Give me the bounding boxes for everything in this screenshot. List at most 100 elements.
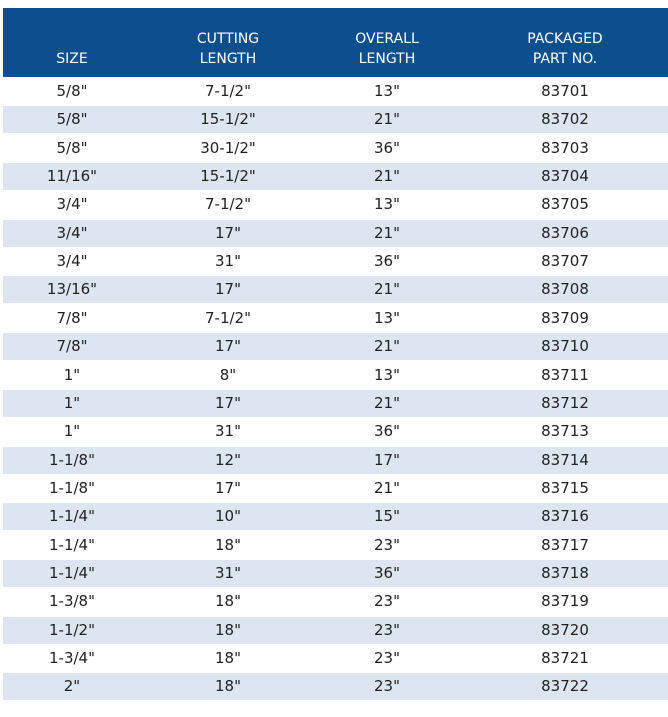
table-cell: 21": [374, 478, 400, 497]
table-cell: 83706: [541, 223, 589, 242]
table-cell: 3/4": [56, 252, 88, 271]
table-cell: 18": [215, 677, 241, 696]
table-cell: 3/4": [56, 195, 88, 214]
table-cell: 83722: [541, 677, 589, 696]
table-cell: 83719: [541, 592, 589, 611]
column-header: CUTTING LENGTH: [148, 29, 308, 69]
table-row: 5/8" 30-1/2" 36" 83703: [3, 133, 668, 162]
table-row: 1-1/4" 18" 23" 83717: [3, 530, 668, 559]
table-cell: 83714: [541, 450, 589, 469]
table-cell: 21": [374, 280, 400, 299]
table-row: 3/4" 7-1/2" 13" 83705: [3, 190, 668, 218]
table-cell: 17": [215, 478, 241, 497]
table-row: 1" 8" 13" 83711: [3, 360, 668, 389]
table-cell: 83713: [541, 422, 589, 441]
table-cell: 83718: [541, 563, 589, 582]
column-header: OVERALL LENGTH: [307, 29, 467, 69]
table-cell: 18": [215, 592, 241, 611]
table-cell: 17": [215, 223, 241, 242]
table-cell: 5/8": [56, 82, 88, 100]
table-row: 1-1/4" 31" 36" 83718: [3, 558, 668, 587]
table-cell: 23": [374, 620, 400, 639]
table-row: 3/4" 17" 21" 83706: [3, 218, 668, 247]
table-row: 3/4" 31" 36" 83707: [3, 247, 668, 275]
table-cell: 23": [374, 535, 400, 554]
table-cell: 83711: [541, 365, 589, 384]
table-cell: 1-1/8": [49, 450, 95, 469]
table-cell: 2": [63, 677, 81, 696]
table-row: 1-3/8" 18" 23" 83719: [3, 587, 668, 615]
table-cell: 1-3/4": [49, 649, 95, 667]
header-line: LENGTH: [199, 51, 257, 67]
table-cell: 1": [63, 422, 81, 441]
table-cell: 83708: [541, 280, 589, 299]
table-cell: 83717: [541, 535, 589, 554]
table-cell: 7-1/2": [205, 195, 251, 214]
table-cell: 31": [215, 252, 241, 271]
table-cell: 17": [215, 337, 241, 356]
table-row: 1-1/8" 12" 17" 83714: [3, 445, 668, 474]
table-row: 7/8" 7-1/2" 13" 83709: [3, 303, 668, 332]
table-cell: 23": [374, 649, 400, 667]
table-cell: 21": [374, 223, 400, 242]
table-cell: 36": [374, 252, 400, 271]
table-cell: 13": [374, 308, 400, 327]
table-row: 1" 31" 36" 83713: [3, 417, 668, 445]
table-cell: 83720: [541, 620, 589, 639]
header-line: CUTTING: [196, 31, 260, 47]
table-cell: 83705: [541, 195, 589, 214]
table-cell: 13/16": [46, 280, 98, 299]
table-cell: 1": [63, 365, 81, 384]
table-cell: 7-1/2": [205, 82, 251, 100]
table-row: 11/16" 15-1/2" 21" 83704: [3, 162, 668, 191]
header-line: OVERALL: [355, 31, 419, 47]
table-cell: 83707: [541, 252, 589, 271]
table-cell: 7/8": [56, 308, 88, 327]
table-row: 5/8" 15-1/2" 21" 83702: [3, 105, 668, 134]
table-cell: 17": [215, 280, 241, 299]
header-line: PART NO.: [532, 51, 598, 67]
header-line: SIZE: [56, 51, 88, 67]
table-cell: 1-1/4": [49, 535, 95, 554]
table-cell: 1-1/2": [49, 620, 95, 639]
table-cell: 1-3/8": [49, 592, 95, 611]
table-cell: 83710: [541, 337, 589, 356]
table-cell: 8": [219, 365, 237, 384]
table-cell: 83715: [541, 478, 589, 497]
header-line: LENGTH: [358, 51, 416, 67]
table-header: SIZE CUTTING LENGTH OVERALL LENGTH PACKAGED PA…: [3, 8, 668, 77]
table-row: 7/8" 17" 21" 83710: [3, 332, 668, 361]
table-cell: 18": [215, 649, 241, 667]
table-cell: 83709: [541, 308, 589, 327]
table-row: 1" 17" 21" 83712: [3, 388, 668, 417]
table-cell: 17": [215, 393, 241, 412]
table-cell: 7/8": [56, 337, 88, 356]
table-cell: 21": [374, 393, 400, 412]
table-cell: 36": [374, 422, 400, 441]
table-cell: 17": [374, 450, 400, 469]
table-cell: 18": [215, 620, 241, 639]
table-cell: 83702: [541, 110, 589, 129]
table-cell: 21": [374, 337, 400, 356]
table-cell: 1-1/4": [49, 563, 95, 582]
table-cell: 83712: [541, 393, 589, 412]
table-cell: 5/8": [56, 138, 88, 157]
table-cell: 11/16": [46, 167, 98, 186]
table-cell: 83721: [541, 649, 589, 667]
table-cell: 21": [374, 110, 400, 129]
column-header: SIZE: [0, 49, 152, 69]
header-line: PACKAGED: [527, 31, 603, 47]
table-cell: 13": [374, 365, 400, 384]
table-cell: 5/8": [56, 110, 88, 129]
table-row: 1-1/8" 17" 21" 83715: [3, 473, 668, 502]
table-row: 1-1/2" 18" 23" 83720: [3, 615, 668, 644]
table-cell: 23": [374, 677, 400, 696]
table-row: 2" 18" 23" 83722: [3, 672, 668, 701]
table-cell: 15-1/2": [200, 110, 256, 129]
table-cell: 83701: [541, 82, 589, 100]
table-cell: 21": [374, 167, 400, 186]
table-row: 1-3/4" 18" 23" 83721: [3, 644, 668, 672]
table-cell: 13": [374, 195, 400, 214]
table-cell: 12": [215, 450, 241, 469]
